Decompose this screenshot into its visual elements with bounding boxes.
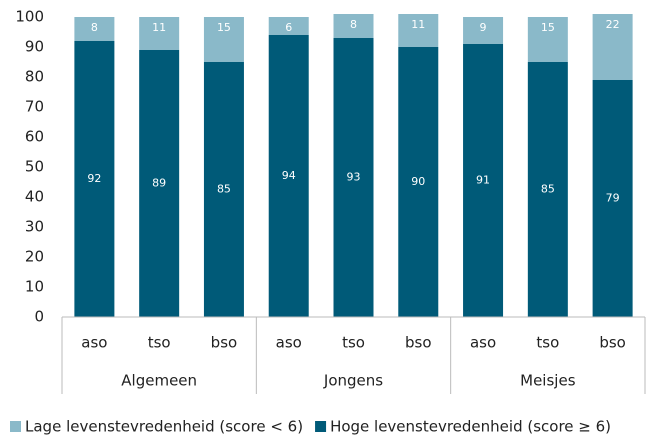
value-label: 9	[480, 21, 487, 34]
bar-segment	[203, 17, 244, 62]
y-tick-label: 30	[25, 218, 44, 236]
value-label: 22	[606, 18, 620, 31]
y-tick-label: 20	[25, 248, 44, 266]
y-tick-label: 100	[15, 8, 44, 26]
group-label: Meisjes	[520, 372, 576, 390]
x-tick-label: bso	[211, 334, 238, 352]
bar-segment	[592, 80, 633, 317]
y-tick-label: 90	[25, 38, 44, 56]
bar-segment	[139, 50, 180, 317]
legend-swatch	[315, 421, 327, 432]
value-label: 8	[91, 21, 98, 34]
value-label: 92	[87, 172, 101, 185]
bar-segment	[203, 62, 244, 317]
bar-segment	[398, 14, 439, 47]
value-label: 89	[152, 177, 166, 190]
value-label: 91	[476, 174, 490, 187]
x-tick-label: tso	[536, 334, 559, 352]
value-label: 11	[152, 21, 166, 34]
value-label: 6	[285, 21, 292, 34]
value-label: 94	[282, 169, 296, 182]
legend-label: Lage levenstevredenheid (score < 6)	[25, 418, 303, 436]
bar-segment	[333, 38, 374, 317]
y-tick-label: 0	[34, 308, 44, 326]
group-label: Algemeen	[121, 372, 197, 390]
bar-segment	[74, 41, 115, 317]
x-tick-label: aso	[81, 334, 107, 352]
value-label: 85	[217, 183, 231, 196]
bar-segment	[139, 17, 180, 50]
bar-segment	[398, 47, 439, 317]
y-tick-label: 70	[25, 98, 44, 116]
bar-segment	[268, 17, 309, 35]
bar-segment	[463, 17, 504, 44]
x-tick-label: aso	[470, 334, 496, 352]
value-label: 90	[411, 175, 425, 188]
y-tick-label: 80	[25, 68, 44, 86]
y-tick-label: 50	[25, 158, 44, 176]
legend-label: Hoge levenstevredenheid (score ≥ 6)	[330, 418, 611, 436]
value-label: 93	[347, 171, 361, 184]
x-tick-label: aso	[276, 334, 302, 352]
value-label: 11	[411, 18, 425, 31]
value-label: 15	[217, 21, 231, 34]
bar-segment	[592, 14, 633, 80]
bar-segment	[74, 17, 115, 41]
bar-segment	[527, 17, 568, 62]
y-tick-label: 10	[25, 278, 44, 296]
x-tick-label: bso	[405, 334, 432, 352]
value-label: 15	[541, 21, 555, 34]
y-tick-label: 60	[25, 128, 44, 146]
x-tick-label: tso	[342, 334, 365, 352]
y-tick-label: 40	[25, 188, 44, 206]
value-label: 79	[606, 192, 620, 205]
x-tick-label: bso	[599, 334, 626, 352]
legend-swatch	[10, 421, 21, 432]
value-label: 85	[541, 183, 555, 196]
bar-segment	[268, 35, 309, 317]
x-tick-label: tso	[148, 334, 171, 352]
value-label: 8	[350, 18, 357, 31]
group-label: Jongens	[323, 372, 383, 390]
bar-segment	[527, 62, 568, 317]
bar-segment	[463, 44, 504, 317]
bar-segment	[333, 14, 374, 38]
